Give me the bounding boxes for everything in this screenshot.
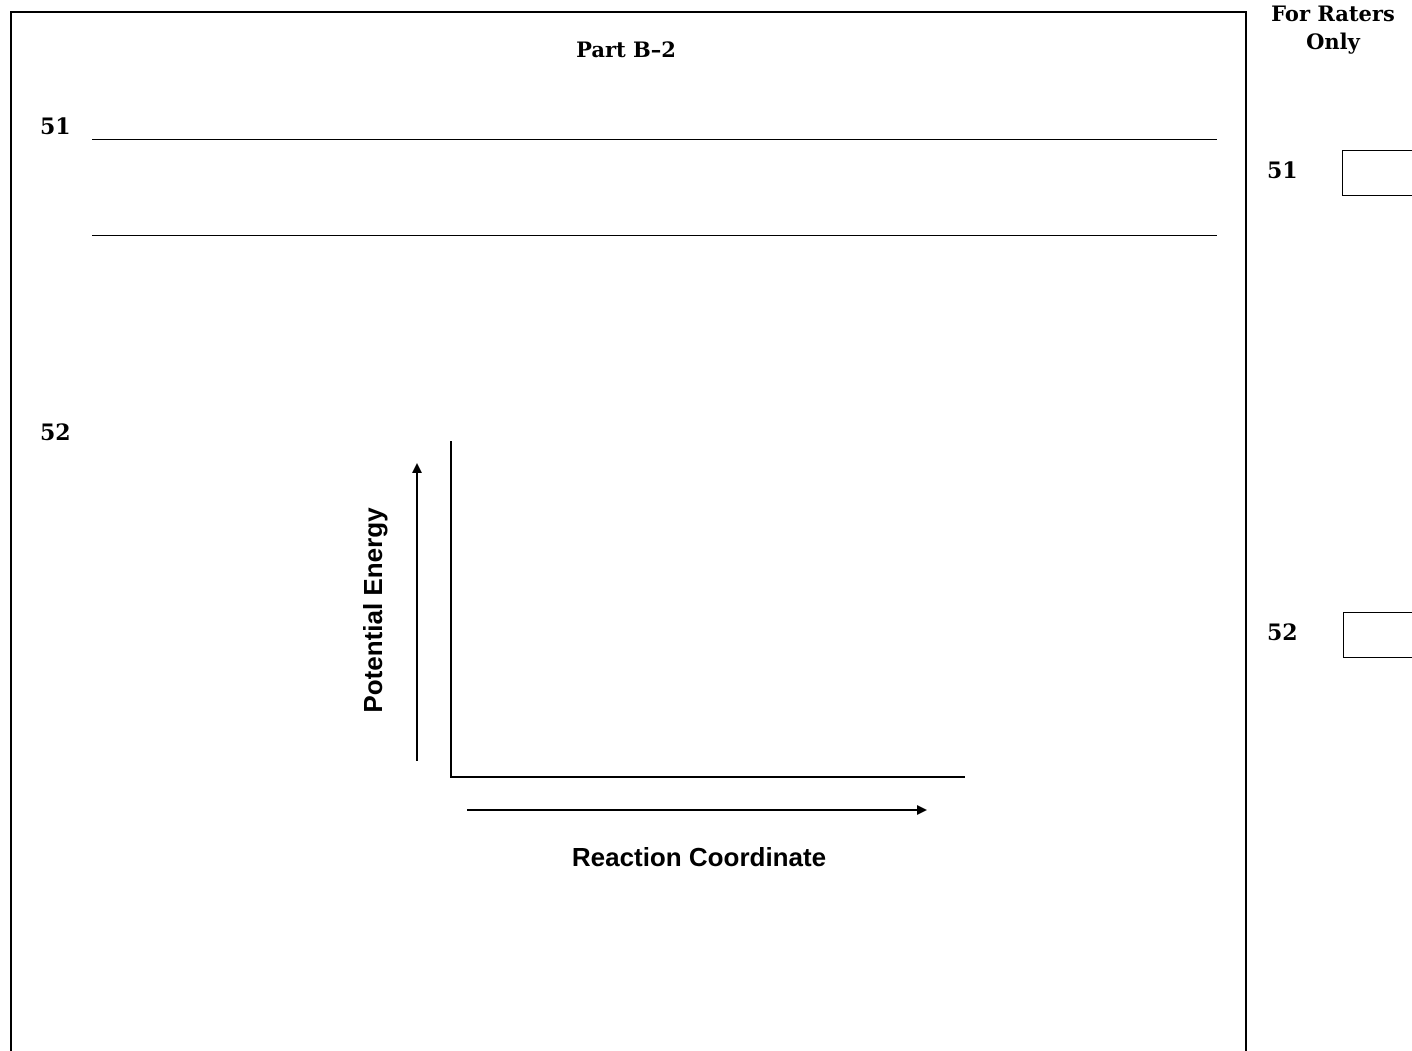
answer-line-51-b[interactable]: [92, 235, 1217, 236]
question-52-number: 52: [40, 420, 71, 446]
part-title: Part B–2: [576, 37, 676, 62]
energy-diagram-graph[interactable]: Potential Energy Reaction Coordinate: [340, 425, 980, 885]
rater-number-52: 52: [1267, 620, 1298, 646]
question-51-number: 51: [40, 114, 71, 140]
raters-header-line2: Only: [1306, 29, 1360, 54]
x-axis-label: Reaction Coordinate: [572, 842, 826, 872]
score-box-51[interactable]: [1342, 150, 1412, 196]
raters-header-line1: For Raters: [1271, 1, 1395, 26]
answer-area-frame: [10, 11, 1247, 1051]
rater-number-51: 51: [1267, 158, 1298, 184]
score-box-52[interactable]: [1343, 612, 1412, 658]
raters-header: For Raters Only: [1254, 0, 1412, 56]
y-axis-label: Potential Energy: [358, 507, 388, 713]
answer-line-51-a[interactable]: [92, 139, 1217, 140]
